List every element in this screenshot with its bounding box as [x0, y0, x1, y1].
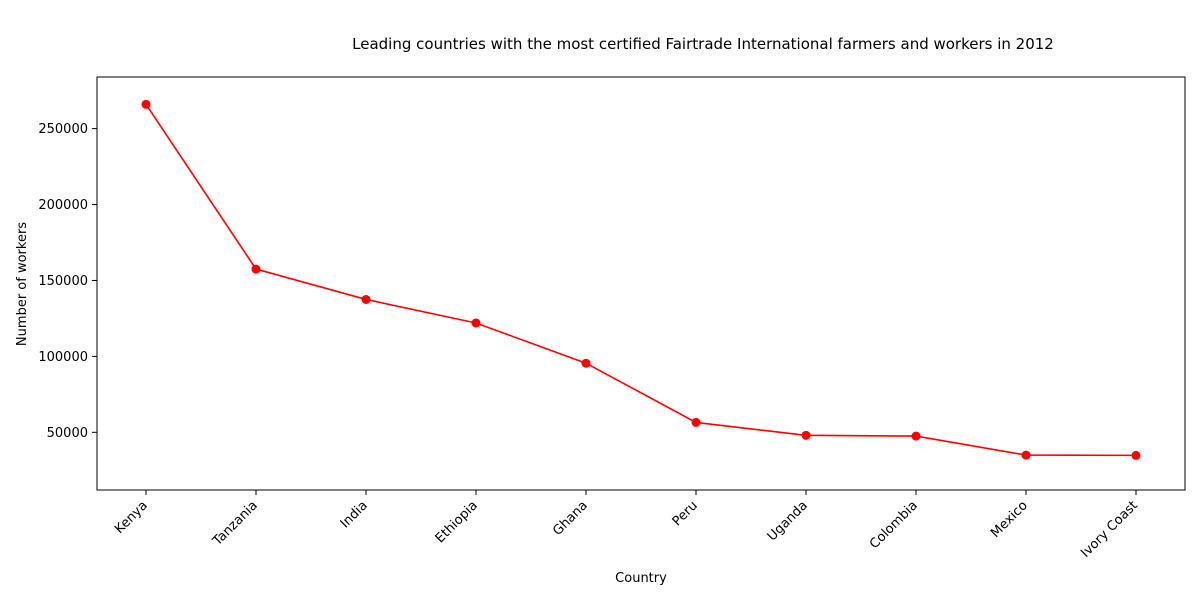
plot-frame	[96, 76, 1186, 491]
y-axis-label: Number of workers	[15, 222, 30, 346]
data-point	[581, 358, 591, 368]
data-points	[141, 99, 1141, 460]
x-tick-label: Kenya	[112, 498, 151, 537]
y-tick-label: 100000	[38, 350, 88, 365]
x-tick-label: Tanzania	[209, 498, 260, 549]
y-tick-label: 50000	[47, 426, 88, 441]
y-tick-label: 200000	[38, 198, 88, 213]
x-tick-label: Uganda	[765, 498, 811, 544]
x-tick-label: Colombia	[867, 498, 921, 552]
x-tick-label: Ethiopia	[433, 498, 481, 546]
x-tick-label: Ivory Coast	[1078, 498, 1141, 561]
x-tick-label: Mexico	[988, 498, 1031, 541]
x-tick-label: India	[338, 498, 371, 531]
x-axis: Kenya Tanzania India Ethiopia Ghana Peru Ugand…	[112, 490, 1141, 561]
data-point	[141, 99, 151, 109]
data-point	[801, 430, 811, 440]
data-point	[251, 264, 261, 274]
x-tick-label: Ghana	[550, 498, 591, 539]
data-point	[1131, 450, 1141, 460]
data-point	[691, 417, 701, 427]
x-axis-label: Country	[615, 571, 667, 586]
series-line	[145, 103, 1137, 457]
y-tick-label: 150000	[38, 274, 88, 289]
y-tick-label: 250000	[38, 122, 88, 137]
plot-area	[96, 76, 1186, 491]
chart-title: Leading countries with the most certifie…	[352, 35, 1054, 53]
data-point	[471, 318, 481, 328]
data-point	[361, 294, 371, 304]
x-tick-label: Peru	[670, 498, 701, 529]
data-point	[911, 431, 921, 441]
y-axis: 50000 100000 150000 200000 250000	[38, 122, 97, 441]
data-point	[1021, 450, 1031, 460]
